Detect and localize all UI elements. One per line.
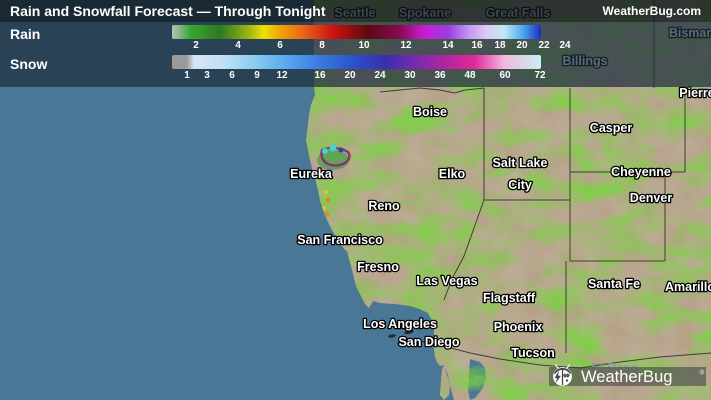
- svg-text:Phoenix: Phoenix: [494, 320, 543, 334]
- svg-text:Casper: Casper: [590, 121, 633, 135]
- svg-text:Reno: Reno: [368, 199, 400, 213]
- svg-text:Elko: Elko: [439, 167, 466, 181]
- svg-text:Santa Fe: Santa Fe: [588, 277, 640, 291]
- svg-text:Tucson: Tucson: [511, 346, 555, 360]
- svg-text:Eureka: Eureka: [290, 167, 333, 181]
- svg-text:Cheyenne: Cheyenne: [611, 165, 671, 179]
- svg-text:Flagstaff: Flagstaff: [483, 291, 536, 305]
- svg-text:San Francisco: San Francisco: [297, 233, 383, 247]
- svg-text:Amarillo: Amarillo: [665, 280, 711, 294]
- svg-text:Denver: Denver: [630, 191, 673, 205]
- svg-text:City: City: [508, 178, 532, 192]
- svg-text:WeatherBug: WeatherBug: [581, 368, 672, 386]
- svg-text:Las Vegas: Las Vegas: [416, 274, 477, 288]
- svg-text:®: ®: [700, 369, 705, 377]
- svg-text:Los Angeles: Los Angeles: [363, 317, 437, 331]
- svg-text:Boise: Boise: [413, 105, 447, 119]
- svg-text:Pierre: Pierre: [679, 86, 711, 100]
- svg-text:San Diego: San Diego: [398, 335, 459, 349]
- svg-text:Salt Lake: Salt Lake: [493, 156, 548, 170]
- svg-text:Fresno: Fresno: [357, 260, 399, 274]
